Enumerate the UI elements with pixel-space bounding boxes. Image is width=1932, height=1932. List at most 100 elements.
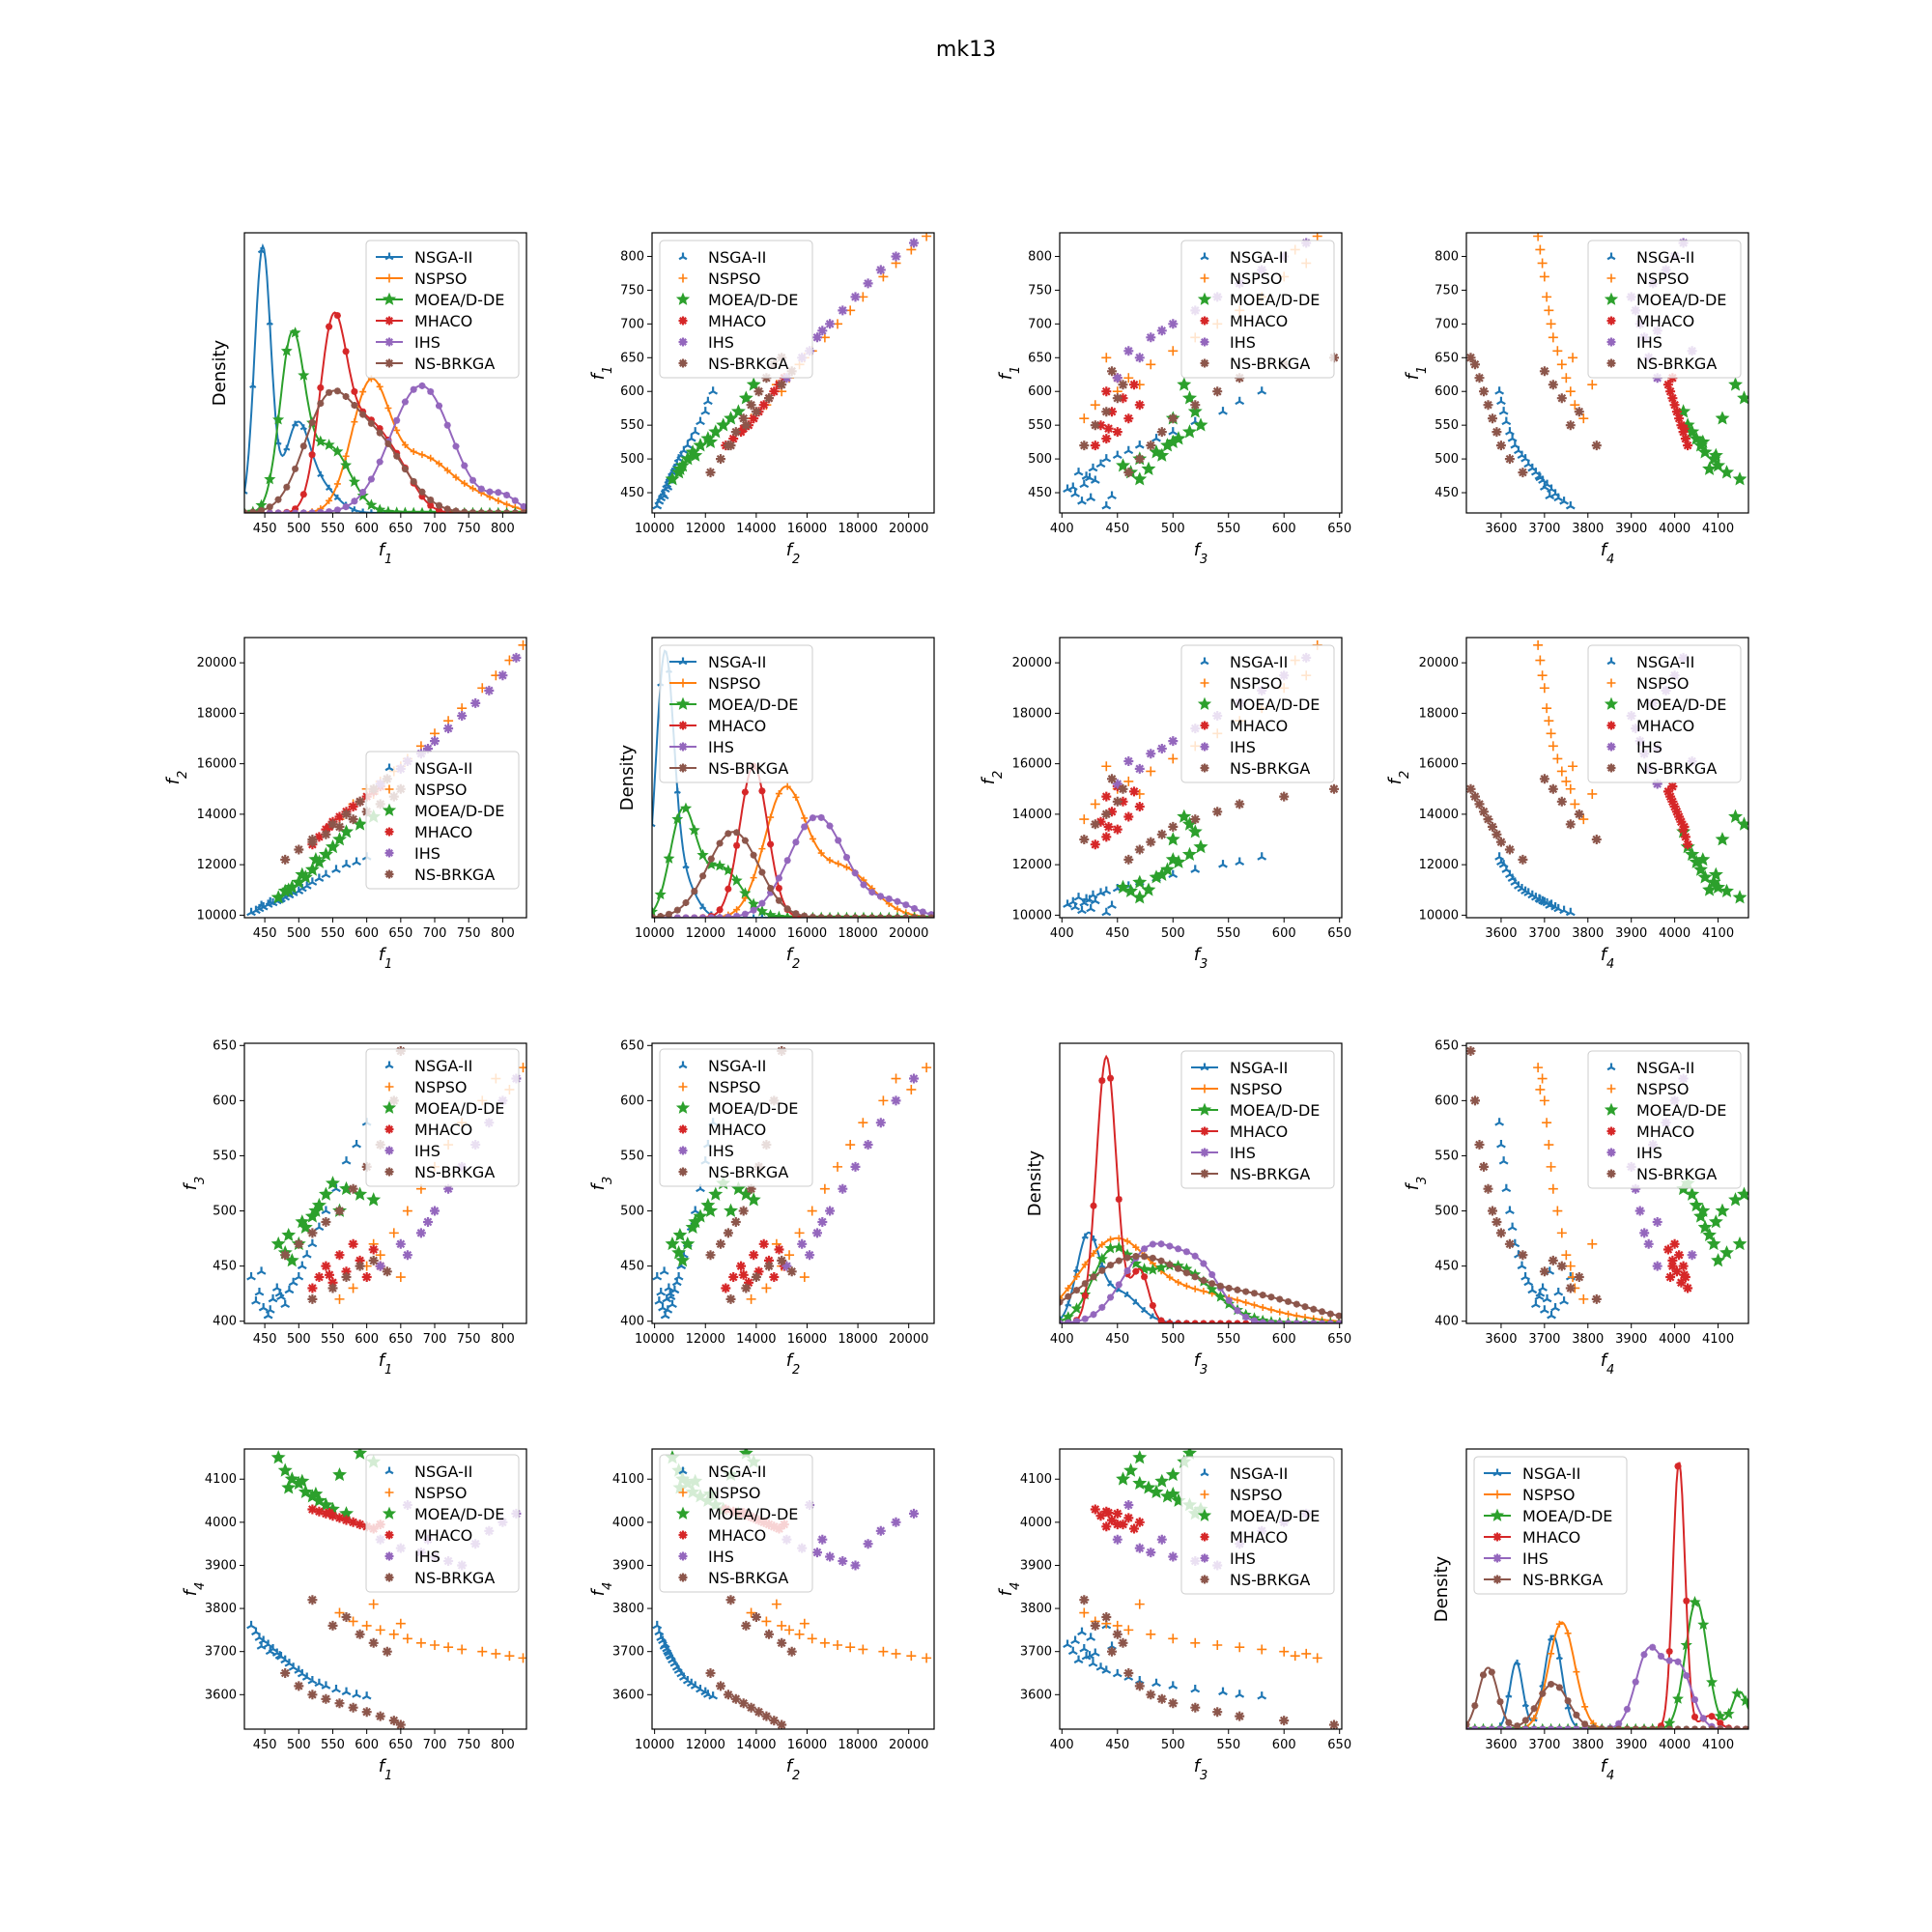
data-point xyxy=(1565,420,1576,431)
density-marker xyxy=(801,814,809,822)
data-point xyxy=(1190,1684,1201,1693)
y-tick-label: 4100 xyxy=(1020,1472,1052,1487)
data-point xyxy=(1329,1719,1339,1729)
density-marker xyxy=(401,398,409,406)
data-point xyxy=(314,1506,325,1517)
data-point xyxy=(1257,1691,1267,1700)
plot-area xyxy=(1060,1054,1342,1323)
data-point xyxy=(1474,799,1485,810)
data-point xyxy=(825,319,836,329)
data-point xyxy=(355,796,365,807)
density-curve xyxy=(244,311,526,513)
y-axis-label: f4 xyxy=(588,1582,615,1597)
data-point xyxy=(341,1156,352,1165)
data-point xyxy=(1193,838,1208,854)
density-marker xyxy=(1157,1317,1165,1323)
data-point xyxy=(725,1293,736,1304)
data-point xyxy=(334,1513,345,1523)
x-tick-label: 450 xyxy=(253,926,277,941)
legend-marker xyxy=(1200,657,1209,666)
data-point xyxy=(294,1681,304,1691)
legend-marker xyxy=(1200,1126,1209,1136)
legend-label: NS-BRKGA xyxy=(414,1163,495,1181)
data-point xyxy=(457,711,468,721)
data-point xyxy=(1181,1449,1198,1460)
density-marker xyxy=(894,905,901,913)
legend-label: NSGA-II xyxy=(708,1057,766,1075)
x-tick-label: 650 xyxy=(1327,1738,1351,1752)
x-axis-label: f2 xyxy=(786,945,801,972)
legend-label: MOEA/D-DE xyxy=(1636,291,1726,309)
y-tick-label: 4000 xyxy=(1020,1516,1052,1530)
data-point xyxy=(254,1288,265,1296)
data-point xyxy=(1488,413,1497,424)
density-marker xyxy=(783,857,791,865)
legend-marker xyxy=(382,803,397,816)
legend-item: NSPSO xyxy=(678,1484,761,1502)
axes-frame xyxy=(1059,637,1343,919)
data-point xyxy=(1123,1668,1134,1678)
density-marker xyxy=(452,442,460,450)
legend-label: NSGA-II xyxy=(414,1463,472,1481)
density-marker xyxy=(452,507,460,513)
x-tick-label: 600 xyxy=(355,1332,379,1347)
legend-marker xyxy=(1200,358,1209,368)
density-marker xyxy=(351,497,358,505)
data-point xyxy=(294,1272,304,1281)
legend-item: MHACO xyxy=(669,717,766,735)
legend-label: NSGA-II xyxy=(414,759,472,778)
density-marker xyxy=(1138,1263,1151,1274)
data-point xyxy=(301,1250,312,1259)
y-tick-label: 800 xyxy=(620,249,644,264)
y-tick-label: 450 xyxy=(1028,486,1052,500)
density-marker xyxy=(1206,1283,1218,1294)
legend-marker xyxy=(384,1124,394,1134)
legend-item: MOEA/D-DE xyxy=(1191,1101,1320,1120)
data-point xyxy=(366,1192,382,1207)
legend-item: MHACO xyxy=(384,1526,472,1545)
data-point xyxy=(1591,440,1602,451)
legend-label: MHACO xyxy=(1230,312,1288,330)
density-marker xyxy=(308,419,316,426)
data-point xyxy=(1492,829,1502,839)
legend-item: MHACO xyxy=(1606,312,1694,330)
data-point xyxy=(491,1648,501,1659)
x-tick-label: 14000 xyxy=(736,1332,776,1347)
legend-marker xyxy=(384,784,394,794)
data-point xyxy=(1181,390,1198,405)
legend-label: NS-BRKGA xyxy=(1230,1165,1310,1183)
density-marker xyxy=(376,429,384,437)
x-tick-label: 4100 xyxy=(1702,522,1734,536)
data-point xyxy=(1470,359,1480,370)
x-tick-label: 10000 xyxy=(635,522,674,536)
legend-marker xyxy=(384,763,394,772)
density-marker xyxy=(255,498,268,511)
data-point xyxy=(1732,890,1747,904)
x-tick-label: 3700 xyxy=(1528,1332,1560,1347)
y-tick-label: 650 xyxy=(1435,351,1459,365)
legend-marker xyxy=(384,1466,394,1475)
data-point xyxy=(1684,424,1700,439)
data-point xyxy=(1077,1627,1087,1636)
data-point xyxy=(395,1719,406,1729)
y-tick-label: 3900 xyxy=(1020,1558,1052,1573)
y-tick-label: 650 xyxy=(620,351,644,365)
legend-item: IHS xyxy=(1200,738,1256,756)
data-point xyxy=(1279,1716,1290,1726)
data-point xyxy=(1168,1551,1179,1562)
legend-marker xyxy=(384,1082,394,1092)
legend-marker xyxy=(1606,1148,1616,1157)
density-marker xyxy=(1513,1659,1521,1666)
legend-item: NSPSO xyxy=(376,270,468,288)
legend-marker xyxy=(382,1100,397,1114)
legend-label: NSPSO xyxy=(1522,1486,1576,1504)
legend-label: MHACO xyxy=(1636,717,1694,735)
density-marker xyxy=(443,467,451,474)
data-point xyxy=(348,1238,358,1249)
x-tick-label: 3700 xyxy=(1528,926,1560,941)
data-point xyxy=(1118,1520,1128,1530)
density-marker xyxy=(266,319,273,326)
legend-marker xyxy=(382,1506,397,1520)
data-point xyxy=(1587,380,1598,390)
data-point xyxy=(368,1599,379,1609)
